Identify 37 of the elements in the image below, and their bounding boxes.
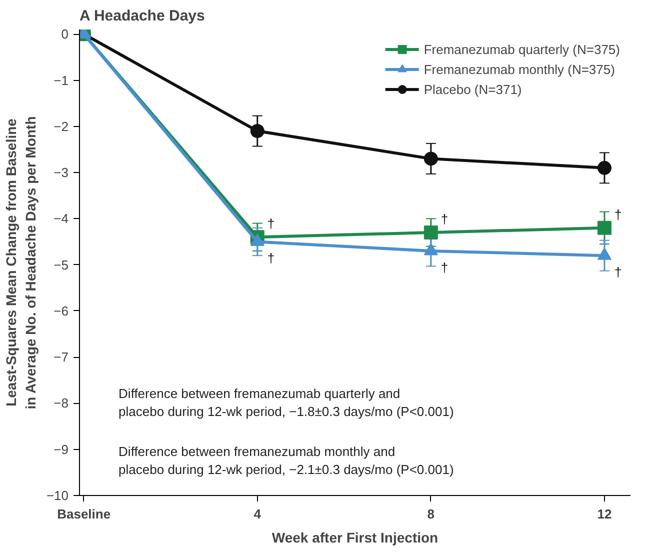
point [424, 242, 438, 256]
point [597, 220, 612, 235]
legend-label: Placebo (N=371) [424, 82, 522, 96]
point [597, 160, 612, 175]
y-tick-label: −8 [54, 396, 69, 411]
y-tick-label: −3 [54, 165, 69, 180]
point [250, 234, 264, 246]
y-tick-label: −6 [54, 303, 69, 318]
annotation: † [440, 260, 448, 275]
y-tick-label: −9 [54, 442, 69, 457]
annotation: † [614, 206, 622, 222]
annotation: Difference between fremanezumab monthly and placebo during 12-wk period, −2.1±0.3 days/mo (P<0.001) [118, 444, 454, 477]
y-axis-title: Least-Squares Mean Change from Baseline in Average No. of Headache Days per Month [3, 116, 38, 410]
x-tick-label: Baseline [57, 506, 111, 522]
legend-label: Fremanezumab quarterly (N=375) [424, 42, 620, 56]
point [424, 152, 438, 166]
y-tick-label: −2 [54, 118, 69, 134]
y-tick-label: −7 [54, 350, 69, 365]
annotation: † [614, 264, 622, 280]
x-axis-title: Week after First Injection [272, 530, 438, 546]
x-tick-label: 12 [597, 506, 612, 522]
annotation: Difference between fremanezumab quarterly and placebo during 12-wk period, −1.8±0.3 days/mo (P<0.001) [118, 386, 454, 420]
y-tick-label: −1 [54, 72, 69, 88]
x-tick-label: 4 [254, 506, 262, 522]
x-tick-label: 8 [427, 506, 435, 522]
annotation: † [267, 216, 275, 232]
chart-title: A Headache Days [80, 8, 205, 24]
annotation: † [440, 212, 448, 227]
y-tick-label: −4 [54, 211, 69, 226]
point [250, 124, 264, 138]
y-tick-label: −10 [46, 488, 69, 503]
annotation: † [267, 250, 275, 266]
point [597, 248, 612, 260]
legend-label: Fremanezumab monthly (N=375) [424, 62, 615, 76]
point [424, 226, 438, 240]
y-tick-label: 0 [61, 26, 69, 42]
y-tick-label: −5 [54, 257, 69, 272]
